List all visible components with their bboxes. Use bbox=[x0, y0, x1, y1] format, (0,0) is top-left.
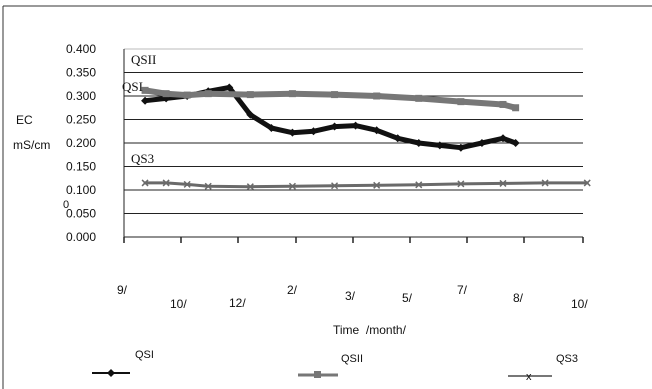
data-point-qsii bbox=[141, 86, 149, 94]
data-point-qsii bbox=[457, 98, 465, 106]
data-point-qsi bbox=[414, 139, 423, 147]
y-tick-label: 0.200 bbox=[66, 136, 96, 150]
data-point-qsii bbox=[246, 91, 254, 99]
y-tick-label: 0.050 bbox=[66, 207, 96, 221]
data-point-qsi bbox=[498, 134, 507, 143]
x-tick-label: 8/ bbox=[513, 291, 524, 305]
plot-area: 0.000 0.050 0.100 0.150 0.200 0.250 0.300 0.350… bbox=[66, 42, 591, 311]
data-point-qsi bbox=[351, 121, 360, 130]
data-point-qsii bbox=[415, 94, 423, 102]
data-point-qsi bbox=[267, 123, 276, 132]
legend-marker-qs3: x bbox=[526, 371, 532, 383]
data-point-qsii bbox=[373, 92, 381, 100]
data-point-qsii bbox=[288, 90, 296, 98]
data-point-qs3 bbox=[331, 182, 339, 190]
x-axis-label: Time /month/ bbox=[333, 323, 407, 337]
data-point-qsii bbox=[183, 91, 191, 99]
data-point-qsi bbox=[141, 96, 150, 105]
series-label-qsii: QSII bbox=[131, 52, 156, 67]
data-point-qsi bbox=[309, 127, 318, 136]
series-label-qsi: QSI bbox=[122, 79, 143, 94]
x-tick-label: 5/ bbox=[402, 291, 413, 305]
data-point-qs3 bbox=[415, 181, 423, 189]
data-point-qsii bbox=[331, 91, 339, 99]
y-tick-label: 0.000 bbox=[66, 230, 96, 244]
data-point-qsii bbox=[512, 104, 520, 112]
data-point-qsi bbox=[288, 128, 297, 137]
y-tick-label: 0.300 bbox=[66, 89, 96, 103]
x-tick-label: 7/ bbox=[457, 283, 468, 297]
y-tick-label: 0.350 bbox=[66, 66, 96, 80]
stray-tick-label: 0 bbox=[63, 199, 69, 211]
legend-marker-qsi bbox=[107, 369, 115, 377]
y-tick-label: 0.100 bbox=[66, 183, 96, 197]
data-point-qs3 bbox=[162, 179, 170, 187]
data-point-qsi bbox=[330, 122, 339, 131]
data-point-qs3 bbox=[288, 182, 296, 190]
data-point-qsi bbox=[372, 126, 381, 135]
x-tick-label: 10/ bbox=[571, 297, 588, 311]
legend-label-qsii: QSII bbox=[341, 353, 363, 365]
data-point-qsi bbox=[435, 141, 444, 150]
x-tick-label: 9/ bbox=[117, 283, 128, 297]
data-point-qs3 bbox=[141, 179, 149, 187]
data-point-qs3 bbox=[246, 183, 254, 191]
y-tick-label: 0.250 bbox=[66, 113, 96, 127]
data-point-qs3 bbox=[583, 179, 591, 187]
data-point-qsi bbox=[456, 143, 465, 152]
series-label-qs3: QS3 bbox=[131, 151, 154, 166]
data-point-qs3 bbox=[373, 181, 381, 189]
data-point-qs3 bbox=[183, 180, 191, 188]
x-tick-label: 10/ bbox=[170, 297, 187, 311]
data-point-qs3 bbox=[204, 182, 212, 190]
x-tick-label: 12/ bbox=[229, 296, 246, 310]
legend-label-qsi: QSI bbox=[135, 349, 154, 361]
data-point-qsi bbox=[225, 83, 234, 92]
y-axis-label-line-2: mS/cm bbox=[13, 138, 50, 152]
data-point-qs3 bbox=[499, 179, 507, 187]
data-point-qs3 bbox=[541, 179, 549, 187]
x-tick-label: 3/ bbox=[345, 289, 356, 303]
legend-marker-qsii bbox=[314, 371, 321, 378]
data-point-qsi bbox=[477, 139, 486, 147]
legend: QSI QSII x QS3 bbox=[92, 349, 578, 383]
x-tick-label: 2/ bbox=[287, 283, 298, 297]
data-point-qsii bbox=[499, 100, 507, 108]
data-point-qsi bbox=[393, 134, 402, 143]
data-point-qs3 bbox=[457, 180, 465, 188]
data-point-qsii bbox=[162, 90, 170, 98]
data-point-qsi bbox=[246, 110, 255, 119]
y-tick-label: 0.150 bbox=[66, 160, 96, 174]
legend-item-qsii: QSII bbox=[298, 353, 363, 378]
y-axis-label-line-1: EC bbox=[16, 113, 33, 127]
data-point-qsi bbox=[511, 139, 520, 147]
legend-label-qs3: QS3 bbox=[556, 353, 578, 365]
data-point-qsii bbox=[204, 90, 212, 98]
legend-item-qs3: x QS3 bbox=[508, 353, 578, 383]
y-tick-label: 0.400 bbox=[66, 42, 96, 56]
legend-item-qsi: QSI bbox=[92, 349, 154, 377]
